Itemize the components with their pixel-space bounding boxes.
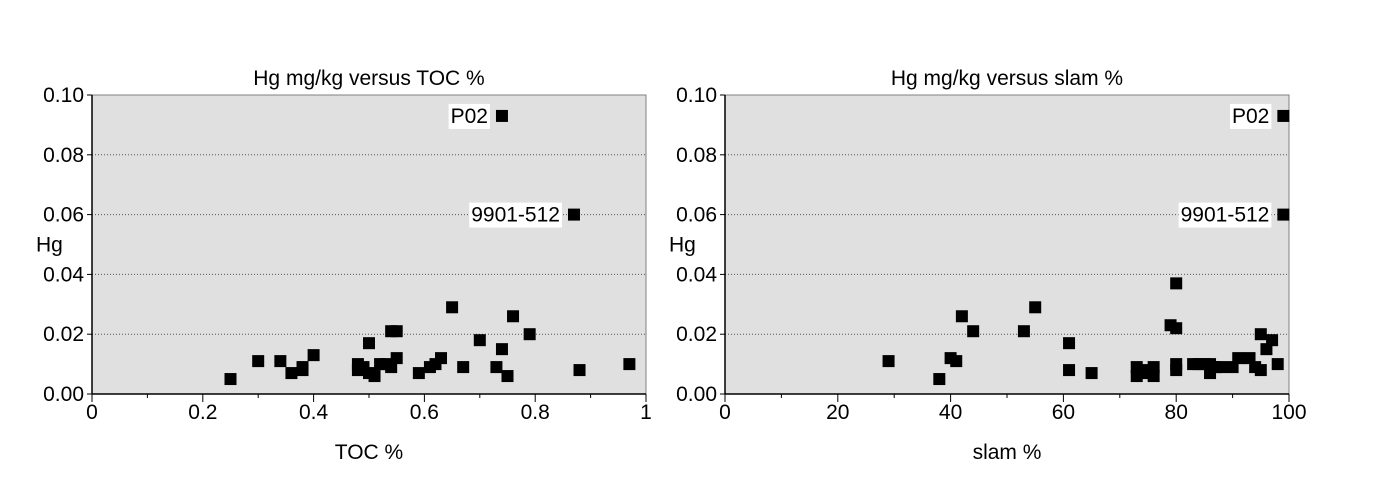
annotation-bg: [1178, 202, 1272, 228]
data-point: [490, 361, 503, 374]
x-tick-label: 1: [640, 401, 652, 424]
data-point: [285, 367, 298, 380]
data-point: [1029, 301, 1042, 314]
x-tick-label: 20: [826, 401, 849, 424]
data-point: [1170, 277, 1183, 290]
data-point: [950, 355, 963, 368]
y-tick-label: 0.00: [676, 383, 717, 406]
y-axis-label: Hg: [669, 234, 696, 257]
point-annotation: P02: [1232, 105, 1269, 128]
data-point: [573, 364, 586, 377]
y-tick-label: 0.00: [43, 383, 84, 406]
data-point: [1277, 208, 1290, 221]
chart-title: Hg mg/kg versus TOC %: [253, 67, 484, 90]
data-point: [363, 337, 375, 350]
data-point: [1266, 334, 1279, 347]
data-point: [390, 352, 403, 365]
y-tick-label: 0.04: [43, 263, 84, 286]
annotation-bg: [1229, 103, 1272, 129]
chart-2: 0.00 0.02 0.04 0.06 0.08 0.10 0 20 40 60 80 100 Hg m…: [669, 67, 1307, 464]
chart-1: 0.00 0.02 0.04 0.06 0.08 0.10 0 0.2 0.4 0.6 0.8 1 Hg…: [36, 67, 652, 464]
data-point: [224, 373, 237, 386]
data-point: [274, 355, 287, 368]
data-point: [523, 328, 536, 341]
data-point: [457, 361, 470, 374]
data-point: [1277, 109, 1290, 122]
data-point: [933, 373, 946, 386]
annotation-bg: [469, 202, 562, 228]
x-tick-label: 0: [719, 401, 731, 424]
data-point: [1254, 328, 1267, 341]
point-annotation: 9901-512: [471, 204, 560, 227]
data-point: [473, 334, 486, 347]
x-tick-label: 60: [1052, 401, 1075, 424]
data-point: [1063, 337, 1076, 350]
data-point: [435, 352, 448, 365]
x-tick-label: 0.8: [521, 401, 550, 424]
data-point: [882, 355, 895, 368]
data-point: [1147, 361, 1160, 374]
x-tick-label: 80: [1165, 401, 1188, 424]
data-point: [1254, 364, 1267, 377]
data-point: [1215, 361, 1228, 374]
chart-title: Hg mg/kg versus slam %: [891, 67, 1123, 90]
x-tick-label: 0.6: [410, 401, 439, 424]
plot-area: [724, 94, 1290, 395]
y-tick-label: 0.02: [676, 323, 717, 346]
data-point: [955, 310, 968, 323]
data-point: [368, 370, 381, 383]
data-point: [412, 367, 425, 380]
data-point: [1063, 364, 1076, 377]
data-point: [1271, 358, 1284, 371]
y-tick-label: 0.02: [43, 323, 84, 346]
y-tick-label: 0.06: [676, 204, 717, 227]
x-axis-label: slam %: [973, 441, 1042, 464]
y-axis-label: Hg: [36, 234, 63, 257]
data-point: [1170, 364, 1183, 377]
data-point: [567, 208, 580, 221]
data-point: [495, 109, 508, 122]
data-point: [252, 355, 265, 368]
data-point: [507, 310, 520, 323]
data-point: [446, 301, 459, 314]
x-axis-label: TOC %: [335, 441, 403, 464]
x-tick-label: 0: [86, 401, 98, 424]
x-tick-label: 0.4: [299, 401, 329, 424]
data-point: [1017, 325, 1030, 338]
data-point: [390, 325, 403, 338]
data-point: [1232, 352, 1245, 365]
data-point: [307, 349, 320, 362]
data-point: [1170, 322, 1183, 335]
x-tick-label: 0.2: [188, 401, 217, 424]
data-point: [501, 370, 514, 383]
data-point: [495, 343, 508, 356]
y-tick-label: 0.10: [676, 84, 717, 107]
y-tick-label: 0.06: [43, 204, 84, 227]
point-annotation: 9901-512: [1181, 204, 1270, 227]
data-point: [967, 325, 980, 338]
data-point: [623, 358, 636, 371]
x-tick-label: 40: [939, 401, 962, 424]
annotation-bg: [448, 103, 490, 129]
y-tick-label: 0.10: [43, 84, 84, 107]
data-point: [1085, 367, 1098, 380]
x-tick-label: 100: [1271, 401, 1306, 424]
y-tick-label: 0.08: [43, 144, 84, 167]
y-tick-label: 0.08: [676, 144, 717, 167]
point-annotation: P02: [451, 105, 488, 128]
y-tick-label: 0.04: [676, 263, 717, 286]
data-point: [296, 361, 309, 374]
